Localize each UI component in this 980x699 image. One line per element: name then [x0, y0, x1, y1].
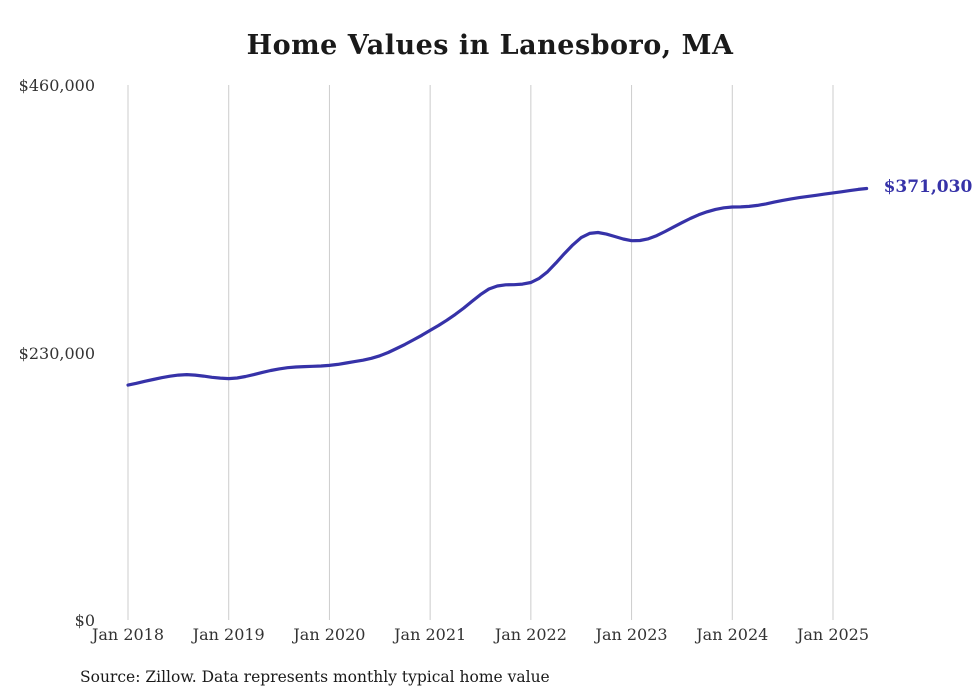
source-note: Source: Zillow. Data represents monthly …: [80, 668, 550, 686]
x-axis-tick-label: Jan 2019: [192, 625, 265, 644]
latest-value-label: $371,030: [883, 177, 973, 198]
y-axis-tick-label: $230,000: [18, 343, 95, 363]
x-axis-tick-label: Jan 2022: [494, 625, 567, 644]
x-axis-tick-label: Jan 2024: [696, 625, 769, 644]
x-axis-tick-label: Jan 2023: [595, 625, 668, 644]
x-axis-tick-label: Jan 2018: [91, 625, 165, 644]
x-axis-tick-label: Jan 2020: [293, 625, 366, 644]
y-axis-tick-label: $0: [74, 611, 95, 630]
home-value-series-line: [126, 186, 869, 387]
y-axis-tick-label: $460,000: [18, 76, 95, 95]
x-axis-tick-label: Jan 2021: [394, 625, 467, 644]
x-axis-tick-label: Jan 2025: [796, 625, 870, 644]
chart-title: Home Values in Lanesboro, MA: [246, 30, 734, 61]
